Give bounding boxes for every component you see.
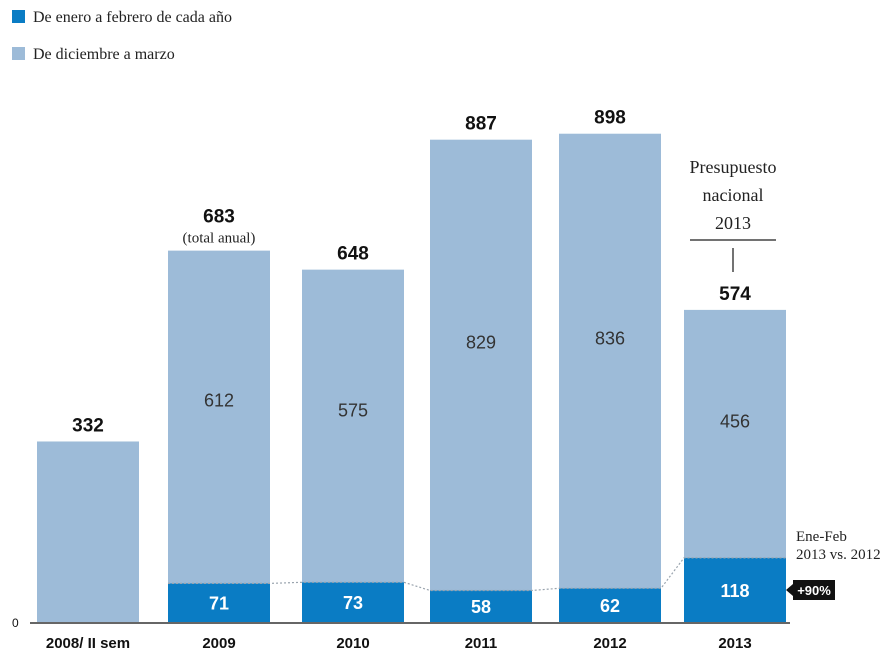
- bar-dec-mar-3: [302, 269, 404, 583]
- category-label-6: 2013: [718, 635, 751, 652]
- legend-label-jan-feb: De enero a febrero de cada año: [33, 9, 232, 26]
- total-label-6: 574: [719, 284, 751, 305]
- dotted-connector: [168, 557, 786, 592]
- bar-jan-feb-6: [684, 557, 786, 622]
- value-label-dec-mar-6: 456: [720, 411, 750, 431]
- comparison-line1: Ene-Feb: [796, 529, 847, 545]
- zero-tick-label: 0: [12, 616, 19, 630]
- percent-badge-text: +90%: [797, 583, 831, 598]
- labels-group: 332 2008/ II sem 71 612 (total anual) 683 2009…: [46, 108, 752, 652]
- total-label-1: 332: [72, 415, 104, 436]
- value-label-jan-feb-4: 58: [471, 597, 491, 617]
- value-label-dec-mar-4: 829: [466, 333, 496, 353]
- budget-annotation: Presupuesto nacional 2013: [690, 157, 777, 272]
- bar-dec-mar-1: [37, 441, 139, 622]
- bar-dec-mar-4: [430, 139, 532, 591]
- bar-dec-mar-6: [684, 309, 786, 558]
- bar-jan-feb-2: [168, 583, 270, 622]
- legend-label-dec-mar: De diciembre a marzo: [33, 46, 175, 63]
- bar-jan-feb-4: [430, 590, 532, 622]
- category-label-4: 2011: [465, 635, 498, 652]
- bar-dec-mar-2: [168, 250, 270, 584]
- category-label-3: 2010: [336, 635, 369, 652]
- category-label-1: 2008/ II sem: [46, 635, 130, 652]
- value-label-jan-feb-5: 62: [600, 596, 620, 616]
- total-label-3: 648: [337, 244, 369, 265]
- bar-dec-mar-5: [559, 133, 661, 589]
- bar-jan-feb-3: [302, 582, 404, 622]
- percent-badge: [793, 580, 835, 600]
- comparison-dotted-line: [168, 557, 786, 592]
- total-note-2: (total anual): [183, 231, 256, 247]
- legend-swatch-dec-mar: [12, 47, 25, 60]
- total-label-2: 683: [203, 207, 235, 228]
- bars-group: [37, 133, 786, 622]
- comparison-annotation: Ene-Feb 2013 vs. 2012 +90%: [786, 529, 881, 600]
- legend-swatch-jan-feb: [12, 10, 25, 23]
- budget-annotation-line1: Presupuesto: [690, 157, 777, 177]
- budget-annotation-line3: 2013: [715, 213, 751, 233]
- comparison-line2: 2013 vs. 2012: [796, 547, 881, 563]
- value-label-jan-feb-6: 118: [720, 581, 749, 601]
- total-label-4: 887: [465, 114, 497, 135]
- legend: De enero a febrero de cada año De diciem…: [12, 9, 232, 63]
- percent-badge-pointer: [786, 584, 793, 596]
- value-label-dec-mar-5: 836: [595, 328, 625, 348]
- total-label-5: 898: [594, 108, 626, 129]
- value-label-jan-feb-3: 73: [343, 593, 363, 613]
- budget-annotation-line2: nacional: [703, 185, 764, 205]
- bar-jan-feb-5: [559, 588, 661, 622]
- value-label-dec-mar-3: 575: [338, 400, 368, 420]
- value-label-jan-feb-2: 71: [209, 594, 229, 614]
- value-label-dec-mar-2: 612: [204, 390, 234, 410]
- category-label-2: 2009: [202, 635, 235, 652]
- category-label-5: 2012: [593, 635, 626, 652]
